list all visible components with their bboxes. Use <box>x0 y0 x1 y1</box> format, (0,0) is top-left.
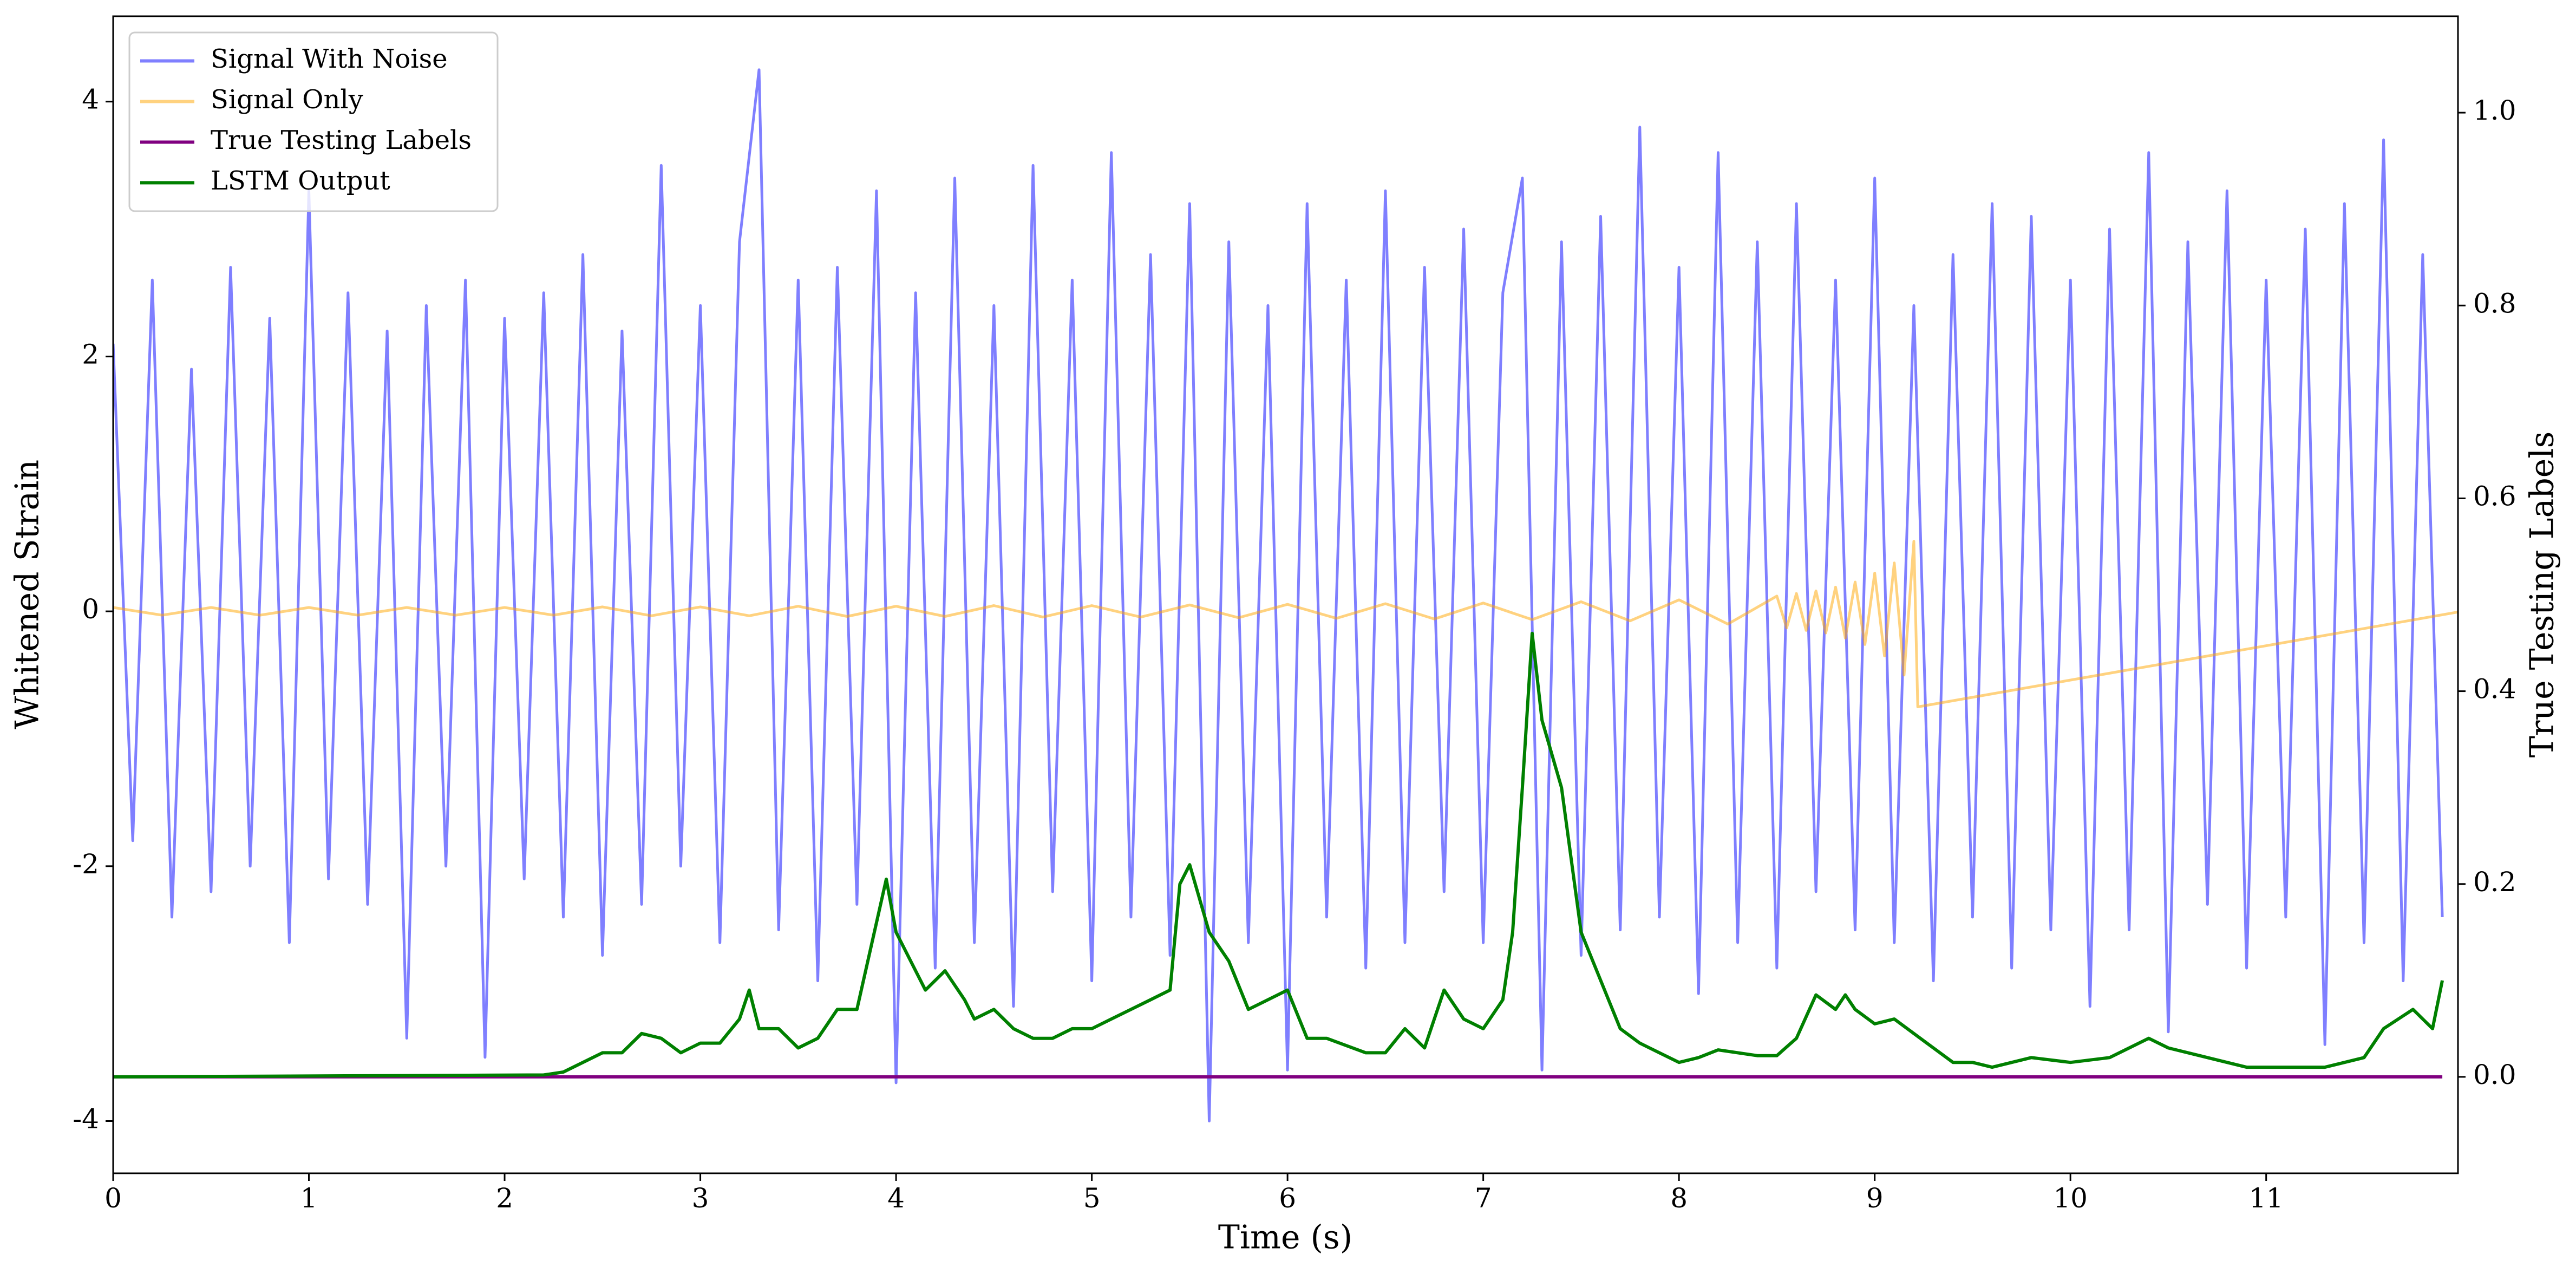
y-tick-label: 0 <box>82 593 99 625</box>
x-tick-label: 10 <box>2053 1182 2088 1214</box>
x-tick-label: 0 <box>104 1182 122 1214</box>
y2-tick-label: 1.0 <box>2473 95 2516 126</box>
y2-tick-label: 0.0 <box>2473 1059 2516 1090</box>
legend-label: True Testing Labels <box>211 125 472 155</box>
y-tick-label: 4 <box>82 84 99 115</box>
series-line <box>113 540 2458 709</box>
legend-label: LSTM Output <box>211 166 390 196</box>
legend-label: Signal Only <box>211 84 363 115</box>
x-tick-label: 6 <box>1279 1182 1296 1214</box>
x-tick-label: 8 <box>1670 1182 1688 1214</box>
x-tick-label: 1 <box>300 1182 318 1214</box>
legend-box <box>128 31 499 212</box>
plot-area <box>113 68 2458 1122</box>
y-tick-label: -4 <box>73 1103 99 1135</box>
plot-frame <box>112 15 2459 1174</box>
y-tick-label: -2 <box>73 848 99 880</box>
x-tick-label: 5 <box>1083 1182 1101 1214</box>
y-tick-label: 2 <box>82 338 99 370</box>
y2-tick-label: 0.2 <box>2473 866 2516 898</box>
series-line <box>113 68 2444 1122</box>
x-tick-label: 4 <box>887 1182 905 1214</box>
y2-axis-label: True Testing Labels <box>2523 432 2561 758</box>
x-axis-label: Time (s) <box>1218 1219 1352 1257</box>
y2-tick-label: 0.4 <box>2473 674 2516 705</box>
y2-tick-label: 0.6 <box>2473 480 2516 512</box>
legend: Signal With Noise Signal Only True Testing… <box>128 31 499 212</box>
series-line <box>113 631 2444 1079</box>
x-tick-label: 2 <box>496 1182 513 1214</box>
legend-label: Signal With Noise <box>211 44 448 74</box>
x-tick-label: 11 <box>2249 1182 2284 1214</box>
x-tick-label: 9 <box>1866 1182 1884 1214</box>
y2-tick-label: 0.8 <box>2473 288 2516 319</box>
y-axis-label: Whitened Strain <box>9 460 47 729</box>
x-tick-label: 7 <box>1475 1182 1492 1214</box>
x-tick-label: 3 <box>692 1182 709 1214</box>
